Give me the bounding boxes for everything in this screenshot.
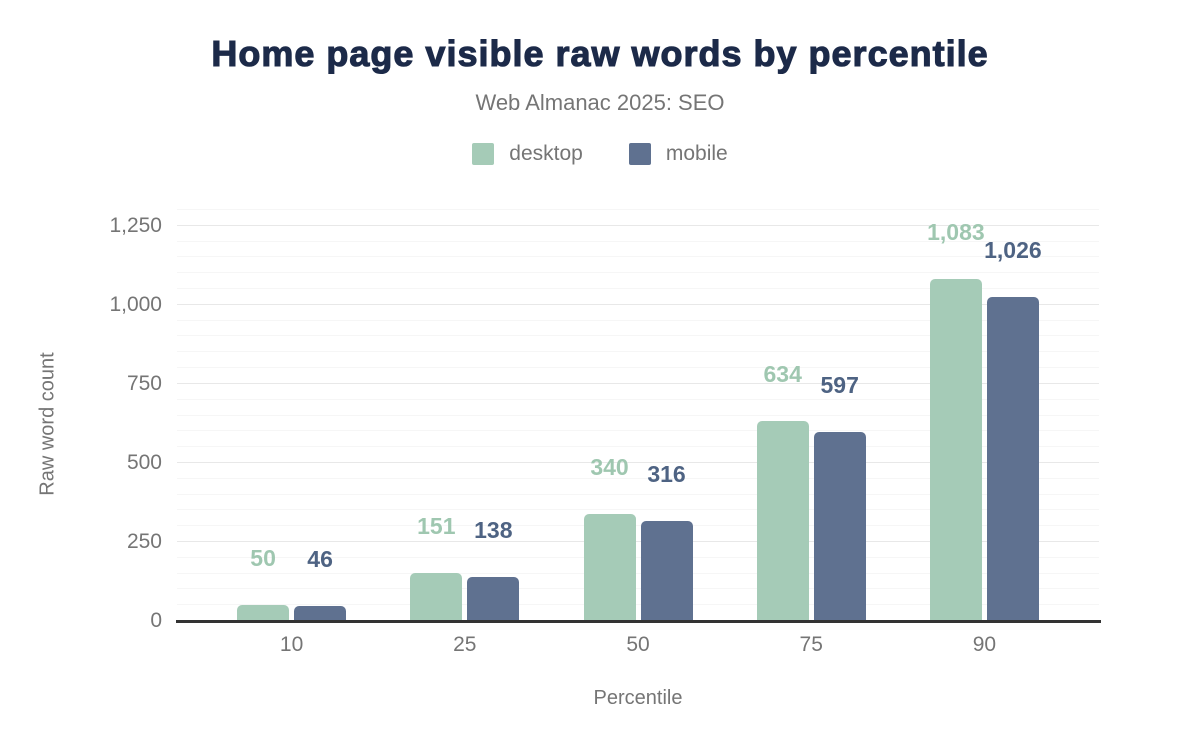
gridline-minor — [177, 272, 1099, 274]
chart-title: Home page visible raw words by percentil… — [211, 32, 989, 74]
gridline-major — [177, 224, 1099, 226]
bar-group-90: 1,083 1,026 — [898, 210, 1071, 621]
x-tick-labels: 10 25 50 75 90 — [205, 633, 1071, 657]
bar-value-label-desktop: 340 — [590, 453, 629, 480]
bar-desktop-p90 — [929, 278, 982, 621]
gridline-minor — [177, 446, 1099, 448]
y-tick-label: 1,000 — [109, 292, 162, 316]
bar-desktop-p50 — [583, 513, 636, 621]
gridline-minor — [177, 556, 1099, 558]
bar-value-label-desktop: 1,083 — [927, 218, 985, 245]
gridline-minor — [177, 604, 1099, 606]
bar-desktop-p25 — [410, 573, 463, 621]
x-axis-title: Percentile — [593, 687, 683, 709]
x-axis-line — [176, 620, 1101, 623]
bar-value-label-mobile: 316 — [647, 461, 686, 488]
bar-mobile-p75 — [813, 432, 866, 621]
bar-group-75: 634 597 — [725, 210, 898, 621]
bar-mobile-p10 — [294, 606, 347, 621]
y-tick-label: 750 — [126, 371, 162, 395]
legend-swatch-mobile — [628, 143, 651, 165]
bar-groups: 50 46 151 138 340 316 634 597 1,083 1,026 — [205, 210, 1071, 621]
gridline-minor — [177, 477, 1099, 479]
gridline-minor — [177, 509, 1099, 511]
gridline-minor — [177, 588, 1099, 590]
x-tick-label: 50 — [626, 633, 650, 656]
y-tick-label: 250 — [126, 529, 162, 553]
bar-wrap-desktop: 1,083 — [927, 219, 985, 621]
legend: desktop mobile — [0, 142, 1200, 166]
legend-swatch-desktop — [472, 143, 495, 165]
gridline-major — [177, 382, 1099, 384]
gridline-minor — [177, 414, 1099, 416]
bar-value-label-desktop: 634 — [763, 360, 802, 387]
gridline-minor — [177, 351, 1099, 353]
x-tick-label: 25 — [453, 633, 477, 656]
bar-mobile-p25 — [467, 577, 520, 621]
bar-value-label-mobile: 46 — [307, 546, 333, 573]
bar-value-label-mobile: 138 — [474, 517, 513, 544]
x-tick-label: 90 — [972, 633, 997, 656]
gridline-minor — [177, 572, 1099, 574]
bar-desktop-p75 — [756, 420, 809, 621]
gridline-major — [177, 540, 1099, 542]
gridline-major — [177, 461, 1099, 463]
plot-area: 50 46 151 138 340 316 634 597 1,083 1,026 — [176, 209, 1101, 623]
gridline-minor — [177, 367, 1099, 369]
bar-wrap-mobile: 1,026 — [984, 237, 1042, 621]
bar-mobile-p90 — [986, 296, 1039, 621]
bar-wrap-mobile: 597 — [813, 372, 866, 621]
gridline-minor — [177, 319, 1099, 321]
bar-wrap-desktop: 50 — [237, 545, 290, 621]
gridline-minor — [177, 335, 1099, 337]
gridline-minor — [177, 240, 1099, 242]
gridline-major — [177, 303, 1099, 305]
y-tick-label: 500 — [126, 450, 162, 474]
bar-value-label-mobile: 597 — [820, 372, 859, 399]
bar-group-50: 340 316 — [551, 210, 724, 621]
gridline-minor — [177, 430, 1099, 432]
bar-group-25: 151 138 — [378, 210, 551, 621]
bar-wrap-desktop: 151 — [410, 513, 463, 621]
legend-item-mobile: mobile — [628, 142, 728, 166]
chart-subtitle: Web Almanac 2025: SEO — [475, 90, 725, 115]
gridline-minor — [177, 209, 1099, 210]
legend-label-mobile: mobile — [665, 142, 728, 165]
y-tick-label: 0 — [150, 609, 162, 632]
bar-desktop-p10 — [237, 605, 290, 621]
x-tick-label: 10 — [279, 633, 304, 656]
y-tick-label: 1,250 — [109, 213, 162, 237]
bar-value-label-mobile: 1,026 — [984, 236, 1042, 263]
bar-wrap-mobile: 46 — [294, 546, 347, 621]
bar-value-label-desktop: 151 — [417, 513, 456, 540]
bar-wrap-mobile: 138 — [467, 517, 520, 621]
x-tick-label: 75 — [799, 633, 823, 656]
legend-item-desktop: desktop — [472, 142, 583, 166]
bar-wrap-mobile: 316 — [640, 461, 693, 621]
bar-wrap-desktop: 634 — [756, 361, 809, 621]
bar-group-10: 50 46 — [205, 210, 378, 621]
gridline-minor — [177, 288, 1099, 290]
bar-wrap-desktop: 340 — [583, 454, 636, 621]
gridline-minor — [177, 398, 1099, 400]
bar-value-label-desktop: 50 — [250, 545, 276, 572]
gridline-minor — [177, 256, 1099, 258]
gridline-minor — [177, 493, 1099, 495]
legend-label-desktop: desktop — [509, 142, 583, 165]
gridline-minor — [177, 525, 1099, 527]
bar-mobile-p50 — [640, 521, 693, 621]
